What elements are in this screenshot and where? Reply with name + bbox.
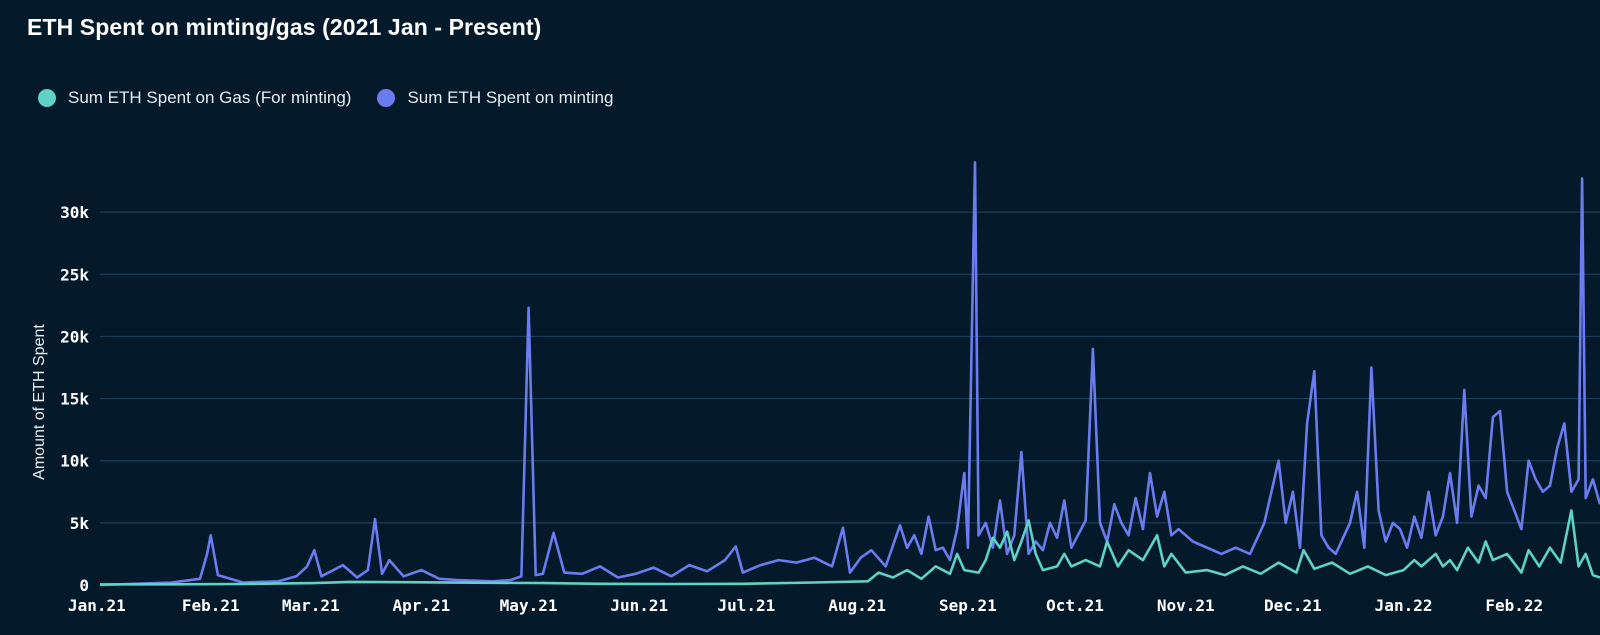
series-lines [99,161,1600,587]
x-tick-label: Apr.21 [393,596,451,615]
x-tick-label: Jan.22 [1375,596,1433,615]
legend-dot-minting [377,89,396,107]
x-tick-label: Jul.21 [718,596,776,615]
x-tick-label: Oct.21 [1046,596,1104,615]
y-tick-label: 0 [79,576,89,595]
y-axis-ticks: 0 5k 10k 15k 20k 25k 30k [60,203,89,595]
x-tick-label: Mar.21 [282,596,340,615]
y-tick-label: 10k [60,452,89,471]
y-tick-label: 5k [70,514,90,533]
x-tick-label: Jun.21 [610,596,668,615]
legend-item-gas[interactable]: Sum ETH Spent on Gas (For minting) [38,88,351,108]
legend-dot-gas [38,89,56,107]
x-tick-label: Sep.21 [939,596,997,615]
series-line-gas [99,509,1600,586]
chart-legend: Sum ETH Spent on Gas (For minting) Sum E… [38,88,639,108]
x-axis-ticks: Jan.21 Feb.21 Mar.21 Apr.21 May.21 Jun.21 Jul.… [68,596,1543,615]
x-tick-label: Feb.21 [182,596,240,615]
x-tick-label: Feb.22 [1485,596,1543,615]
y-tick-label: 25k [60,265,89,284]
legend-label-minting: Sum ETH Spent on minting [407,88,614,107]
x-tick-label: May.21 [500,596,558,615]
y-axis-label: Amount of ETH Spent [31,324,48,480]
series-line-minting [99,161,1600,587]
y-tick-label: 15k [60,390,89,409]
legend-label-gas: Sum ETH Spent on Gas (For minting) [68,88,352,107]
legend-item-minting[interactable]: Sum ETH Spent on minting [377,88,613,108]
chart-title: ETH Spent on minting/gas (2021 Jan - Pre… [27,14,542,40]
x-tick-label: Nov.21 [1157,596,1215,615]
y-tick-label: 20k [60,327,89,346]
x-tick-label: Dec.21 [1264,596,1322,615]
grid-lines [100,211,1600,524]
x-tick-label: Aug.21 [828,596,886,615]
x-tick-label: Jan.21 [68,596,126,615]
y-tick-label: 30k [60,203,89,222]
